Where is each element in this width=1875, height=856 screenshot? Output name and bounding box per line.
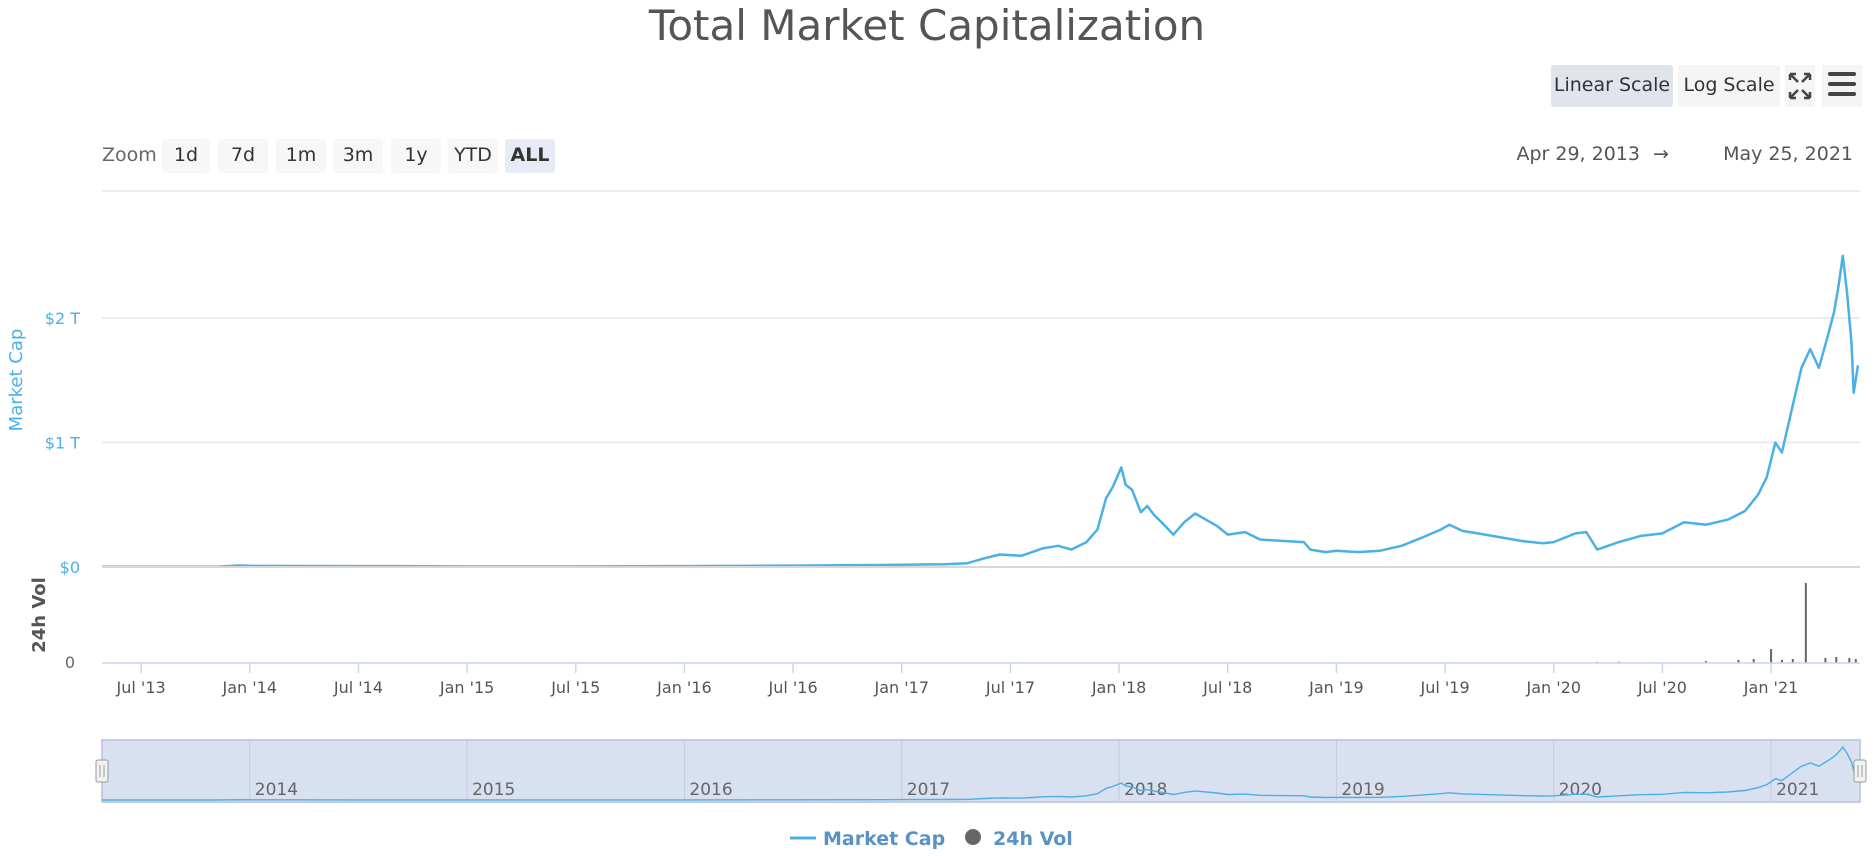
legend-24h-vol[interactable]: 24h Vol (965, 828, 1073, 850)
legend-market-cap[interactable]: Market Cap (790, 828, 945, 850)
zoom-button-1y[interactable]: 1y (391, 139, 441, 173)
linear-scale-label: Linear Scale (1554, 74, 1670, 96)
range-from: Apr 29, 2013 (1516, 143, 1640, 165)
y-axis-title-market-cap: Market Cap (6, 329, 27, 432)
volume-bar (1824, 658, 1827, 663)
legend-market-cap-label: Market Cap (823, 828, 945, 850)
volume-bar (1780, 660, 1783, 663)
x-tick-label: Jan '15 (439, 678, 495, 697)
zoom-button-label: 7d (231, 144, 255, 166)
y-axis-title-volume: 24h Vol (29, 577, 50, 653)
legend-24h-vol-label: 24h Vol (993, 828, 1073, 850)
volume-bar (1752, 659, 1755, 663)
zoom-button-label: 3m (343, 144, 374, 166)
zoom-button-3m[interactable]: 3m (333, 139, 383, 173)
x-tick-label: Jan '17 (874, 678, 930, 697)
y-axis-ticks: $0 $1 T $2 T (45, 309, 80, 577)
market-cap-line (102, 254, 1860, 569)
zoom-label: Zoom (102, 144, 157, 166)
volume-bar (1704, 661, 1707, 663)
volume-bars (1596, 583, 1857, 663)
zoom-button-ytd[interactable]: YTD (448, 139, 498, 173)
x-tick-label: Jul '18 (1202, 678, 1252, 697)
navigator-handle-left[interactable] (95, 759, 109, 783)
navigator-year-label: 2016 (689, 780, 732, 800)
zoom-button-all[interactable]: ALL (505, 139, 555, 173)
navigator-year-label: 2014 (255, 780, 298, 800)
x-axis-ticks: Jul '13 Jan '14 Jul '14 Jan '15 Jul '15 Jan '… (116, 663, 1799, 697)
log-scale-button[interactable]: Log Scale (1678, 65, 1780, 107)
x-tick-label: Jul '19 (1420, 678, 1470, 697)
volume-bar (1791, 659, 1794, 663)
zoom-button-1m[interactable]: 1m (276, 139, 326, 173)
y-tick-label: $1 T (45, 434, 80, 453)
zoom-button-label: 1m (286, 144, 317, 166)
navigator-line (102, 745, 1859, 801)
volume-bar (1770, 649, 1773, 663)
linear-scale-button[interactable]: Linear Scale (1551, 65, 1673, 107)
volume-zero-label: 0 (65, 653, 75, 672)
x-tick-label: Jul '20 (1637, 678, 1687, 697)
zoom-button-label: YTD (453, 144, 492, 166)
range-arrow: → (1653, 143, 1669, 165)
zoom-button-1d[interactable]: 1d (162, 139, 210, 173)
chart-title: Total Market Capitalization (648, 1, 1205, 50)
zoom-button-label: 1d (174, 144, 198, 166)
fullscreen-icon[interactable] (1785, 65, 1815, 107)
x-tick-label: Jan '16 (656, 678, 712, 697)
x-tick-label: Jul '14 (333, 678, 383, 697)
navigator-selection[interactable] (101, 739, 1861, 803)
y-tick-label: $0 (60, 558, 80, 577)
navigator-grid: 2014 2015 2016 2017 2018 2019 2020 2021 (249, 740, 1819, 802)
x-tick-label: Jan '20 (1525, 678, 1581, 697)
x-tick-label: Jan '14 (222, 678, 278, 697)
x-tick-label: Jul '13 (116, 678, 166, 697)
x-tick-label: Jan '19 (1308, 678, 1364, 697)
zoom-buttons: 1d 7d 1m 3m 1y YTD ALL (162, 139, 555, 173)
x-tick-label: Jan '21 (1743, 678, 1799, 697)
x-tick-label: Jul '16 (768, 678, 818, 697)
x-tick-label: Jul '17 (985, 678, 1035, 697)
volume-bar (1854, 659, 1857, 663)
navigator-year-label: 2021 (1776, 780, 1819, 800)
log-scale-label: Log Scale (1683, 74, 1774, 96)
navigator-year-label: 2015 (472, 780, 515, 800)
zoom-button-label: ALL (511, 144, 550, 166)
grid (102, 317, 1860, 444)
x-tick-label: Jul '15 (550, 678, 600, 697)
range-to: May 25, 2021 (1723, 143, 1853, 165)
volume-bar (1835, 657, 1838, 663)
volume-bar (1737, 660, 1740, 663)
volume-bar (1804, 583, 1807, 663)
navigator-handle-right[interactable] (1853, 759, 1867, 783)
x-tick-label: Jan '18 (1091, 678, 1147, 697)
navigator-year-label: 2019 (1341, 780, 1384, 800)
zoom-button-7d[interactable]: 7d (218, 139, 268, 173)
zoom-button-label: 1y (404, 144, 427, 166)
y-tick-label: $2 T (45, 309, 80, 328)
navigator-year-label: 2017 (907, 780, 950, 800)
volume-bar (1848, 658, 1851, 663)
menu-icon[interactable] (1822, 65, 1862, 107)
navigator[interactable]: 2014 2015 2016 2017 2018 2019 2020 2021 (95, 739, 1867, 803)
